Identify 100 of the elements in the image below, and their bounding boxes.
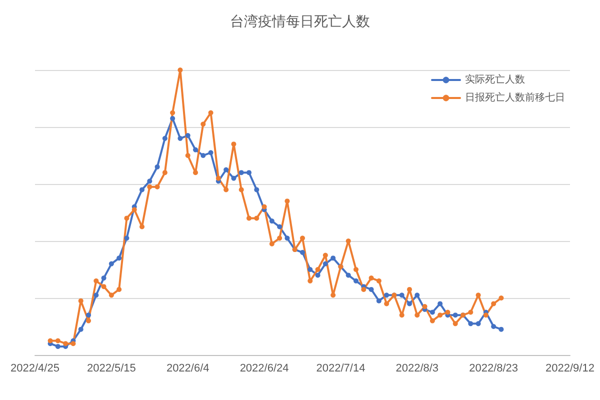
point <box>140 224 144 230</box>
chart-title: 台湾疫情每日死亡人数 <box>230 14 370 30</box>
point <box>78 326 84 332</box>
point <box>361 286 366 292</box>
point <box>284 236 290 241</box>
point <box>116 286 122 292</box>
point <box>346 272 351 278</box>
point <box>101 284 106 290</box>
x-tick-label: 2022/6/24 <box>240 362 289 374</box>
point <box>94 278 99 284</box>
point <box>438 312 443 318</box>
point <box>200 122 206 127</box>
point <box>86 312 91 318</box>
point <box>498 326 504 332</box>
point <box>330 256 336 261</box>
point <box>246 216 252 221</box>
point <box>452 321 458 326</box>
point <box>322 252 328 258</box>
point <box>399 292 404 298</box>
point <box>193 170 198 176</box>
point <box>224 167 229 172</box>
point <box>445 310 450 315</box>
legend-label: 日报死亡人数前移七日 <box>465 92 565 104</box>
point <box>468 321 474 326</box>
point <box>277 236 282 241</box>
point <box>193 147 198 152</box>
point <box>384 292 390 298</box>
x-tick-label: 2022/5/15 <box>86 362 136 374</box>
point <box>162 170 168 176</box>
point <box>399 312 404 318</box>
point <box>124 236 130 241</box>
point <box>491 301 496 306</box>
point <box>468 310 474 315</box>
point <box>70 341 76 346</box>
point <box>483 312 488 318</box>
point <box>185 133 190 138</box>
point <box>452 312 458 318</box>
point <box>407 286 412 292</box>
point <box>246 170 252 176</box>
point <box>254 216 260 221</box>
point <box>132 207 137 212</box>
point <box>147 178 152 184</box>
point <box>185 153 190 158</box>
point <box>154 184 160 190</box>
point <box>300 250 305 255</box>
point <box>476 292 481 298</box>
point <box>238 170 244 176</box>
point <box>140 187 144 192</box>
point <box>491 324 496 329</box>
point <box>200 153 206 158</box>
point <box>224 187 229 192</box>
x-tick-label: 2022/8/23 <box>469 362 518 374</box>
x-tick-label: 2022/6/4 <box>166 362 210 374</box>
point <box>368 276 374 281</box>
point <box>376 278 382 284</box>
point <box>330 292 336 298</box>
point <box>498 296 504 300</box>
point <box>108 292 114 298</box>
point <box>170 116 176 121</box>
point <box>208 110 214 116</box>
point <box>376 298 382 304</box>
point <box>231 176 236 181</box>
point <box>277 224 282 230</box>
point <box>55 338 60 344</box>
point <box>116 256 122 261</box>
point <box>78 298 84 304</box>
legend-label: 实际死亡人数 <box>465 74 525 86</box>
point <box>315 267 320 272</box>
point <box>94 292 99 298</box>
point <box>354 278 358 284</box>
point <box>430 318 435 324</box>
point <box>216 176 221 181</box>
point <box>63 341 68 346</box>
point <box>407 301 412 306</box>
point <box>154 164 160 170</box>
point <box>476 321 481 326</box>
point <box>354 267 358 272</box>
point <box>208 150 214 156</box>
point <box>108 261 114 266</box>
x-tick-label: 2022/8/3 <box>396 362 439 374</box>
point <box>269 218 274 224</box>
point <box>86 318 91 324</box>
point <box>101 276 106 281</box>
point <box>262 204 267 210</box>
point <box>384 301 390 306</box>
point <box>238 187 244 192</box>
point <box>414 312 420 318</box>
point <box>308 278 313 284</box>
point <box>147 184 152 190</box>
point <box>414 292 420 298</box>
point <box>284 198 290 204</box>
point <box>430 310 435 315</box>
point <box>254 187 260 192</box>
point <box>55 344 60 349</box>
point <box>231 142 236 147</box>
point <box>368 286 374 292</box>
x-tick-label: 2022/9/12 <box>546 362 594 374</box>
point <box>308 267 313 272</box>
x-tick-label: 2022/7/14 <box>316 362 366 374</box>
point <box>48 338 53 344</box>
